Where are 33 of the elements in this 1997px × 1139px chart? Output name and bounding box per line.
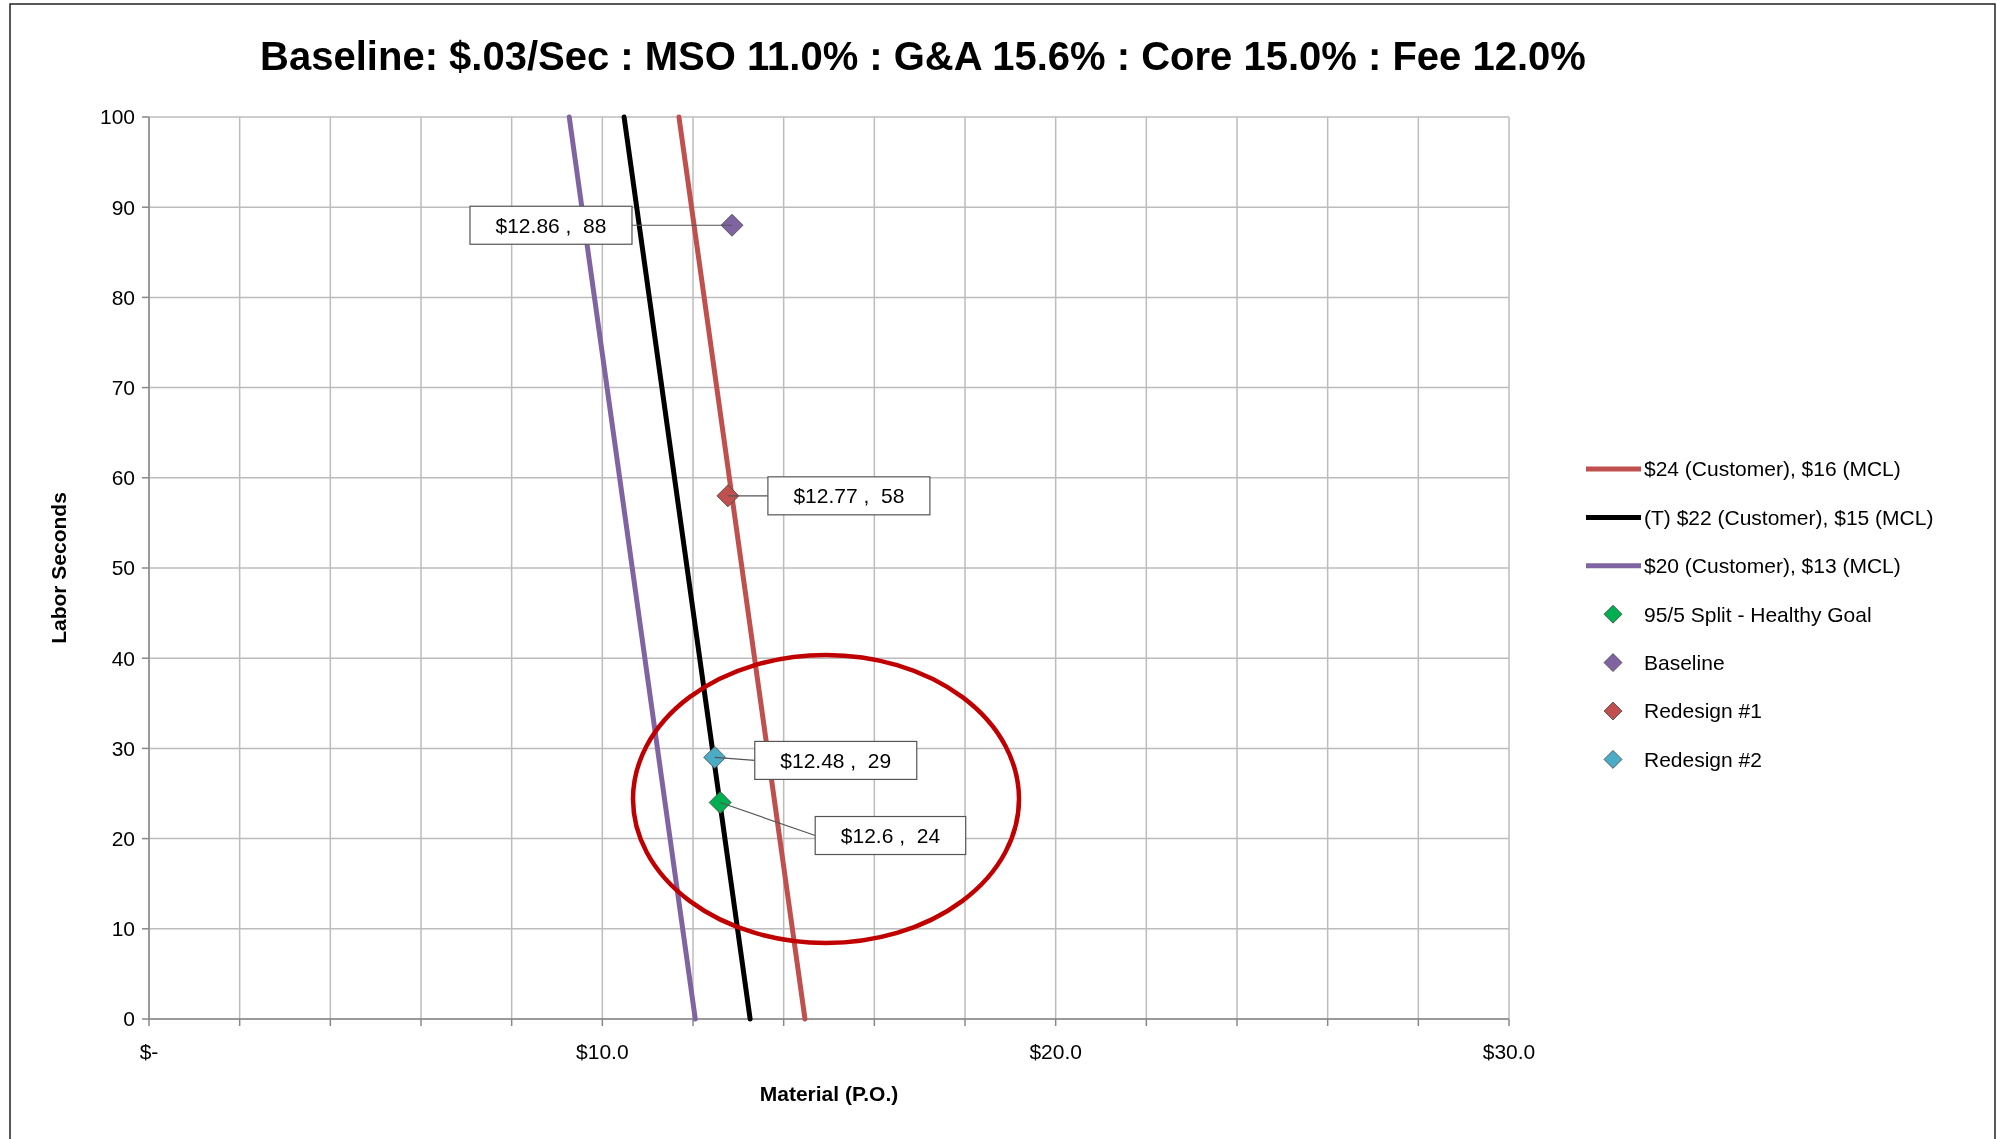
legend-label: Baseline bbox=[1644, 650, 1725, 674]
y-axis-title: Labor Seconds bbox=[47, 492, 70, 644]
legend-label: Redesign #1 bbox=[1644, 699, 1762, 723]
y-tick-label: 0 bbox=[123, 1007, 135, 1031]
y-tick-label: 10 bbox=[111, 917, 135, 941]
legend-label: (T) $22 (Customer), $15 (MCL) bbox=[1644, 505, 1934, 529]
x-tick-label: $20.0 bbox=[1029, 1040, 1082, 1063]
x-tick-label: $30.0 bbox=[1482, 1040, 1536, 1063]
legend-label: 95/5 Split - Healthy Goal bbox=[1644, 602, 1872, 626]
y-tick-label: 80 bbox=[111, 285, 135, 309]
annotation: $12.86 , 88 bbox=[495, 213, 607, 237]
legend-label: $24 (Customer), $16 (MCL) bbox=[1644, 457, 1901, 481]
y-tick-label: 20 bbox=[111, 826, 135, 850]
y-tick-label: 30 bbox=[111, 736, 135, 760]
point bbox=[703, 746, 727, 769]
point bbox=[720, 213, 744, 237]
x-axis-title: Material (P.O.) bbox=[759, 1082, 899, 1105]
x-tick-label: $10.0 bbox=[576, 1040, 629, 1063]
y-tick-label: 90 bbox=[111, 195, 135, 219]
point bbox=[708, 791, 732, 814]
y-tick-label: 50 bbox=[111, 556, 135, 580]
y-tick-label: 60 bbox=[111, 466, 135, 490]
y-tick-label: 40 bbox=[111, 646, 135, 670]
annotation: $12.48 , 29 bbox=[780, 748, 892, 772]
point bbox=[716, 484, 740, 508]
y-tick-label: 70 bbox=[111, 375, 135, 399]
annotation: $12.6 , 24 bbox=[840, 823, 941, 847]
legend-label: $20 (Customer), $13 (MCL) bbox=[1644, 554, 1901, 578]
y-tick-label: 100 bbox=[99, 105, 135, 129]
x-tick-label: $- bbox=[139, 1040, 159, 1063]
chart-title: Baseline: $.03/Sec : MSO 11.0% : G&A 15.6% : Core 15.0% : Fee 12.0% bbox=[260, 34, 1586, 78]
annotation: $12.77 , 58 bbox=[793, 484, 905, 508]
legend-label: Redesign #2 bbox=[1644, 747, 1762, 771]
